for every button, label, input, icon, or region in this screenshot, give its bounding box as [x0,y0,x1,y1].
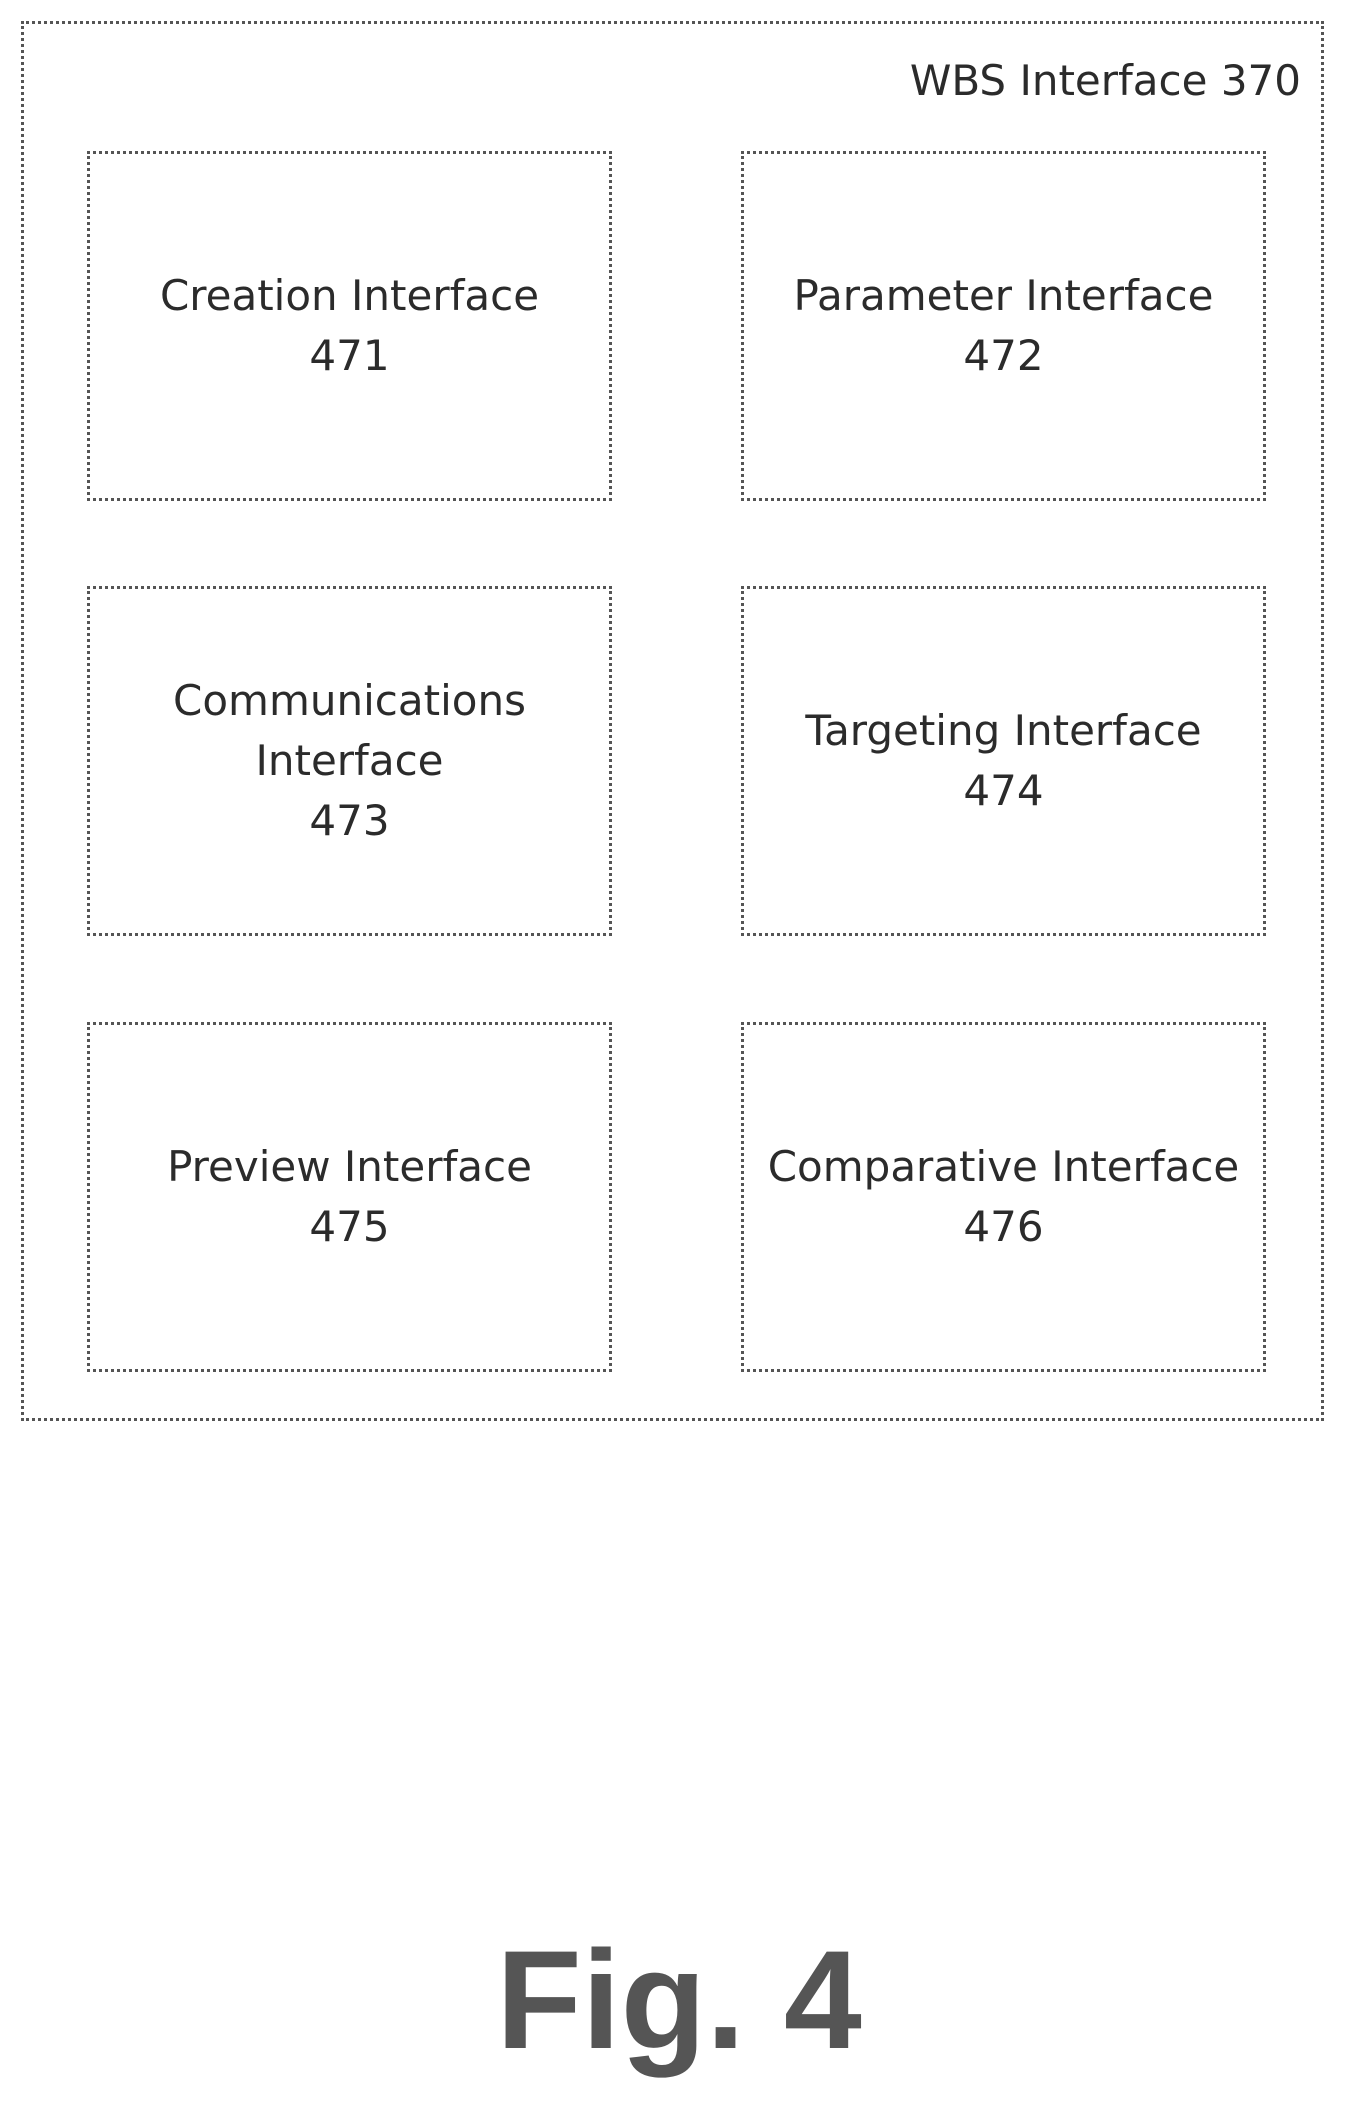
box-title: Parameter Interface [794,266,1214,326]
figure-label: Fig. 4 [0,1925,1358,2075]
communications-interface-box: Communications Interface 473 [87,586,612,936]
box-title: Comparative Interface [768,1137,1240,1197]
box-number: 473 [309,791,389,851]
box-title-line2: Interface [255,731,443,791]
box-number: 475 [309,1197,389,1257]
box-number: 476 [963,1197,1043,1257]
creation-interface-box: Creation Interface 471 [87,151,612,501]
box-number: 471 [309,326,389,386]
parameter-interface-box: Parameter Interface 472 [741,151,1266,501]
box-title: Preview Interface [167,1137,532,1197]
box-number: 472 [963,326,1043,386]
box-title: Targeting Interface [805,701,1201,761]
box-number: 474 [963,761,1043,821]
preview-interface-box: Preview Interface 475 [87,1022,612,1372]
box-title-line1: Communications [173,671,526,731]
wbs-interface-label: WBS Interface 370 [910,56,1301,105]
box-title: Creation Interface [160,266,539,326]
targeting-interface-box: Targeting Interface 474 [741,586,1266,936]
comparative-interface-box: Comparative Interface 476 [741,1022,1266,1372]
